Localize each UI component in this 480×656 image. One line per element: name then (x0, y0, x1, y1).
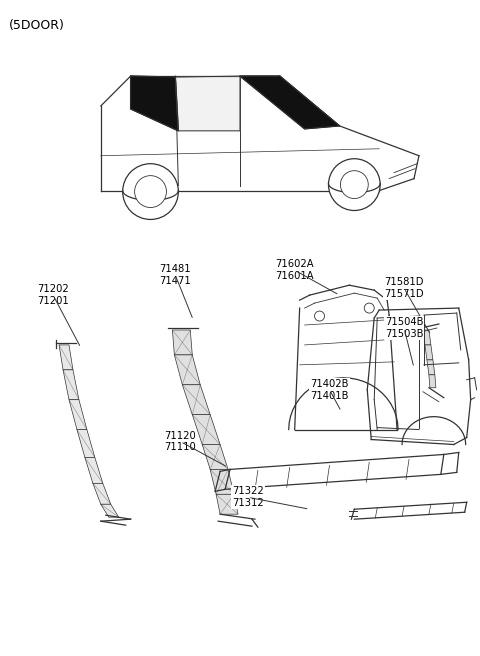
Text: 71202
71201: 71202 71201 (37, 284, 69, 306)
Polygon shape (101, 504, 119, 517)
Polygon shape (172, 330, 192, 355)
Circle shape (134, 176, 167, 207)
Polygon shape (216, 494, 238, 514)
Polygon shape (85, 457, 103, 483)
Text: 71322
71312: 71322 71312 (232, 487, 264, 508)
Polygon shape (131, 76, 179, 131)
Polygon shape (63, 370, 79, 400)
Text: (5DOOR): (5DOOR) (9, 19, 65, 32)
Text: 71402B
71401B: 71402B 71401B (310, 379, 349, 401)
Circle shape (123, 164, 179, 220)
Circle shape (314, 311, 324, 321)
Text: 71481
71471: 71481 71471 (159, 264, 191, 286)
Text: 71581D
71571D: 71581D 71571D (384, 277, 424, 299)
Polygon shape (175, 76, 240, 131)
Polygon shape (427, 360, 435, 375)
Polygon shape (69, 400, 87, 430)
Polygon shape (77, 430, 95, 457)
Text: 71602A
71601A: 71602A 71601A (276, 259, 314, 281)
Polygon shape (93, 483, 111, 504)
Polygon shape (59, 345, 73, 370)
Text: 71504B
71503B: 71504B 71503B (385, 318, 423, 338)
Polygon shape (423, 330, 431, 345)
Text: 71120
71110: 71120 71110 (165, 431, 196, 453)
Polygon shape (240, 76, 339, 129)
Polygon shape (182, 385, 210, 415)
Polygon shape (425, 345, 433, 360)
Polygon shape (210, 470, 234, 494)
Circle shape (328, 159, 380, 211)
Polygon shape (174, 355, 200, 385)
Polygon shape (202, 445, 228, 470)
Circle shape (340, 171, 368, 199)
Polygon shape (429, 375, 436, 388)
Circle shape (364, 303, 374, 313)
Polygon shape (192, 415, 220, 445)
